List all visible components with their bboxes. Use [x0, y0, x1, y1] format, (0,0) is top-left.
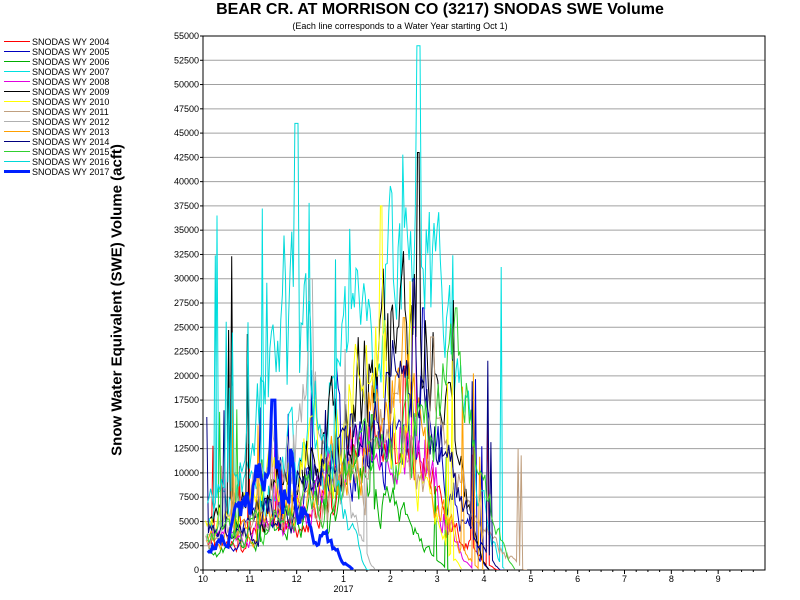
legend-item: SNODAS WY 2010: [4, 96, 110, 107]
y-tick-label: 47500: [174, 104, 199, 114]
y-tick-label: 27500: [174, 298, 199, 308]
legend-label: SNODAS WY 2005: [32, 46, 110, 57]
legend-swatch: [4, 151, 30, 153]
legend-label: SNODAS WY 2012: [32, 116, 110, 127]
legend-label: SNODAS WY 2006: [32, 56, 110, 67]
series-line-snodas-wy-2013: [206, 317, 484, 570]
series-line-snodas-wy-2016: [207, 122, 370, 570]
x-tick-label: 1: [341, 574, 346, 584]
x-tick-label: 10: [198, 574, 208, 584]
x-year-label: 2017: [333, 584, 353, 594]
legend-label: SNODAS WY 2016: [32, 156, 110, 167]
legend-item: SNODAS WY 2015: [4, 146, 110, 157]
chart-legend: SNODAS WY 2004 SNODAS WY 2005 SNODAS WY 20…: [4, 36, 110, 177]
legend-swatch: [4, 101, 30, 103]
legend-item: SNODAS WY 2017: [4, 166, 110, 177]
legend-label: SNODAS WY 2013: [32, 126, 110, 137]
legend-swatch: [4, 131, 30, 133]
legend-swatch: [4, 61, 30, 63]
y-tick-label: 10000: [174, 468, 199, 478]
legend-swatch: [4, 161, 30, 163]
y-tick-label: 7500: [179, 492, 199, 502]
series-line-snodas-wy-2015: [206, 307, 516, 570]
x-tick-label: 9: [716, 574, 721, 584]
legend-label: SNODAS WY 2017: [32, 166, 110, 177]
x-tick-label: 12: [292, 574, 302, 584]
legend-label: SNODAS WY 2014: [32, 136, 110, 147]
y-tick-label: 25000: [174, 322, 199, 332]
x-tick-label: 11: [245, 574, 254, 584]
x-tick-label: 8: [669, 574, 674, 584]
y-tick-label: 12500: [174, 444, 199, 454]
legend-item: SNODAS WY 2005: [4, 46, 110, 57]
legend-swatch: [4, 111, 30, 113]
legend-swatch: [4, 81, 30, 83]
y-tick-label: 50000: [174, 80, 199, 90]
legend-item: SNODAS WY 2004: [4, 36, 110, 47]
legend-label: SNODAS WY 2007: [32, 66, 110, 77]
legend-item: SNODAS WY 2006: [4, 56, 110, 67]
y-tick-label: 37500: [174, 201, 199, 211]
legend-label: SNODAS WY 2010: [32, 96, 110, 107]
y-tick-label: 35000: [174, 225, 199, 235]
legend-item: SNODAS WY 2013: [4, 126, 110, 137]
legend-swatch: [4, 91, 30, 93]
y-tick-label: 22500: [174, 347, 199, 357]
legend-label: SNODAS WY 2011: [32, 106, 109, 117]
x-tick-label: 2: [388, 574, 393, 584]
legend-label: SNODAS WY 2004: [32, 36, 110, 47]
x-tick-label: 6: [575, 574, 580, 584]
y-tick-label: 30000: [174, 274, 199, 284]
y-tick-label: 2500: [179, 541, 199, 551]
legend-swatch: [4, 170, 30, 174]
y-tick-label: 5000: [179, 516, 199, 526]
legend-label: SNODAS WY 2015: [32, 146, 110, 157]
y-tick-label: 40000: [174, 177, 199, 187]
y-tick-label: 15000: [174, 419, 199, 429]
legend-item: SNODAS WY 2011: [4, 106, 109, 117]
legend-item: SNODAS WY 2007: [4, 66, 110, 77]
x-tick-label: 5: [528, 574, 533, 584]
legend-label: SNODAS WY 2009: [32, 86, 110, 97]
legend-label: SNODAS WY 2008: [32, 76, 110, 87]
series-line-snodas-wy-2017: [206, 398, 354, 570]
y-tick-label: 0: [194, 565, 199, 575]
x-tick-label: 7: [622, 574, 627, 584]
legend-item: SNODAS WY 2009: [4, 86, 110, 97]
y-tick-label: 52500: [174, 55, 199, 65]
legend-item: SNODAS WY 2008: [4, 76, 110, 87]
y-tick-label: 32500: [174, 249, 199, 259]
legend-item: SNODAS WY 2014: [4, 136, 110, 147]
x-tick-label: 4: [481, 574, 486, 584]
y-tick-label: 55000: [174, 31, 199, 41]
y-tick-label: 20000: [174, 371, 199, 381]
y-tick-label: 45000: [174, 128, 199, 138]
chart-subtitle: (Each line corresponds to a Water Year s…: [292, 21, 508, 31]
y-tick-label: 17500: [174, 395, 199, 405]
x-tick-label: 3: [435, 574, 440, 584]
legend-item: SNODAS WY 2016: [4, 156, 110, 167]
y-tick-label: 42500: [174, 152, 199, 162]
chart-title: BEAR CR. AT MORRISON CO (3217) SNODAS SW…: [216, 1, 664, 18]
legend-swatch: [4, 141, 30, 143]
legend-swatch: [4, 51, 30, 53]
legend-swatch: [4, 41, 30, 43]
legend-swatch: [4, 121, 30, 123]
legend-item: SNODAS WY 2012: [4, 116, 110, 127]
series-line-snodas-wy-2014: [206, 278, 503, 570]
legend-swatch: [4, 71, 30, 73]
